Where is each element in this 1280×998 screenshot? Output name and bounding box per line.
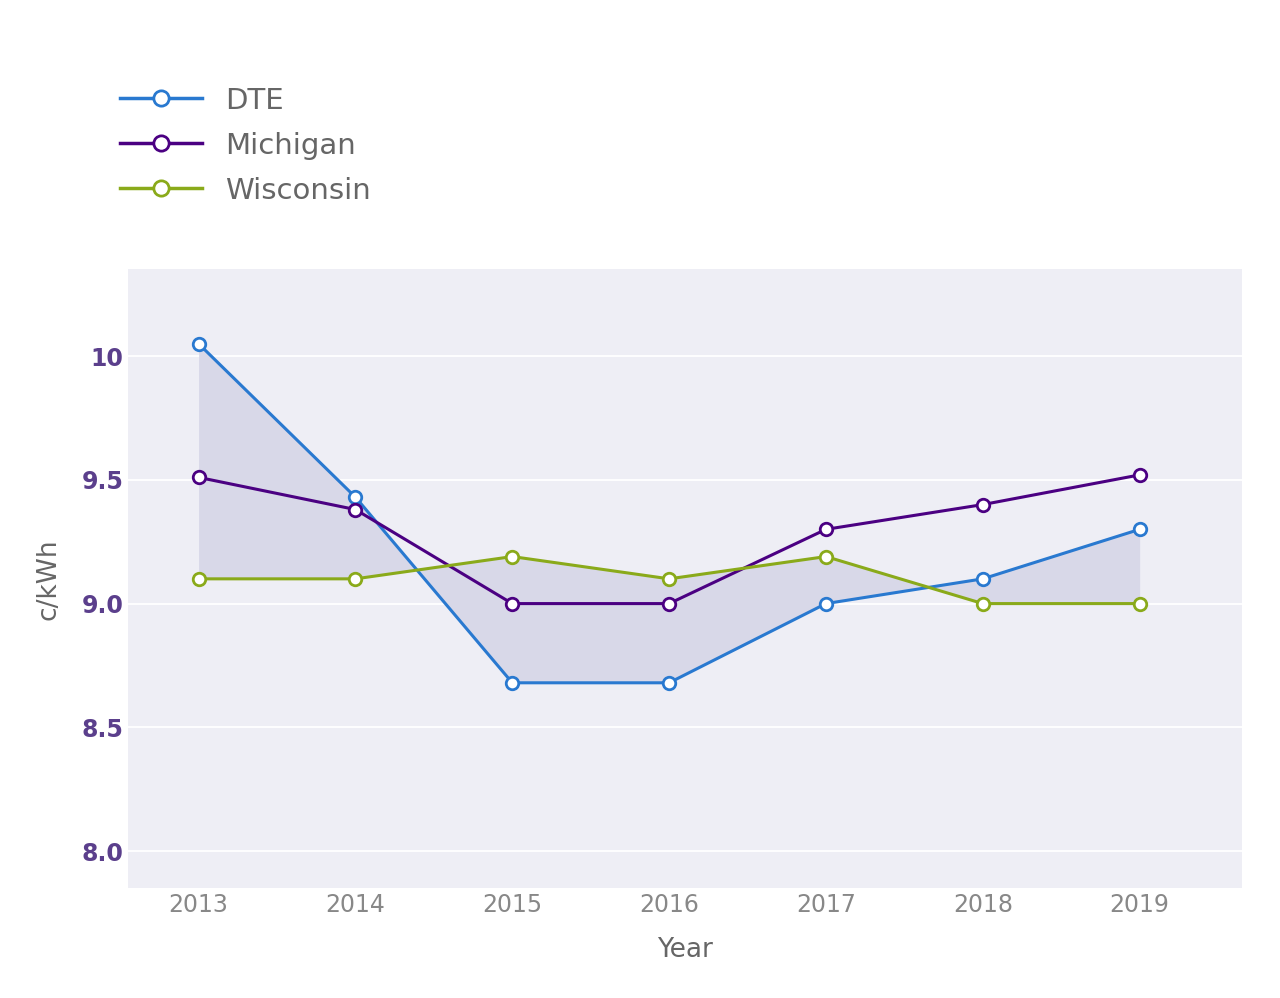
Michigan [975, 499, 991, 511]
Michigan [504, 598, 520, 610]
Wisconsin [818, 551, 833, 563]
DTE [975, 573, 991, 585]
DTE [818, 598, 833, 610]
Line: Michigan: Michigan [192, 469, 1146, 610]
Michigan [662, 598, 677, 610]
Wisconsin [1132, 598, 1147, 610]
DTE [504, 677, 520, 689]
DTE [191, 337, 206, 349]
Wisconsin [662, 573, 677, 585]
Wisconsin [504, 551, 520, 563]
Michigan [1132, 469, 1147, 481]
Wisconsin [348, 573, 364, 585]
Michigan [818, 523, 833, 535]
Michigan [348, 504, 364, 516]
DTE [1132, 523, 1147, 535]
DTE [348, 491, 364, 503]
Michigan [191, 471, 206, 483]
Line: DTE: DTE [192, 337, 1146, 689]
Line: Wisconsin: Wisconsin [192, 550, 1146, 610]
Legend: DTE, Michigan, Wisconsin: DTE, Michigan, Wisconsin [120, 86, 371, 206]
Wisconsin [975, 598, 991, 610]
DTE [662, 677, 677, 689]
Y-axis label: c/kWh: c/kWh [36, 538, 61, 620]
X-axis label: Year: Year [657, 936, 713, 962]
Wisconsin [191, 573, 206, 585]
